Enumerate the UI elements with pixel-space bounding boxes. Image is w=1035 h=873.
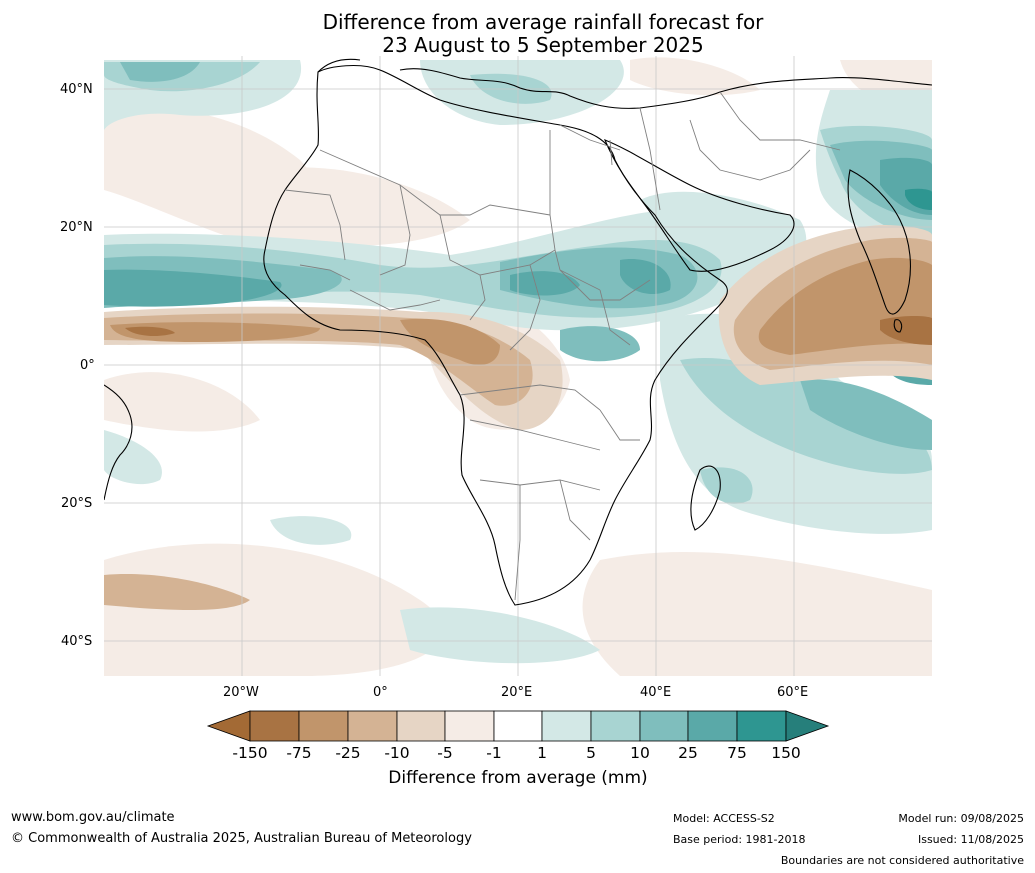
footer-model: Model: ACCESS-S2 bbox=[673, 812, 775, 825]
colorbar-tick: -1 bbox=[486, 744, 502, 762]
colorbar bbox=[206, 710, 830, 742]
footer-model-run: Model run: 09/08/2025 bbox=[898, 812, 1024, 825]
colorbar-tick: 5 bbox=[586, 744, 596, 762]
lon-label-20e: 20°E bbox=[501, 685, 533, 700]
lon-label-20w: 20°W bbox=[223, 685, 259, 700]
colorbar-tick: 150 bbox=[771, 744, 801, 762]
graticule bbox=[104, 56, 932, 676]
colorbar-tick: 1 bbox=[537, 744, 547, 762]
footer-copyright: © Commonwealth of Australia 2025, Austra… bbox=[11, 831, 472, 846]
colorbar-bin-5 bbox=[444, 710, 495, 742]
madagascar-coastline bbox=[690, 465, 721, 531]
coastlines bbox=[104, 58, 932, 606]
lat-label-0: 0° bbox=[80, 358, 95, 373]
lat-label-40n: 40°N bbox=[60, 82, 93, 97]
colorbar-bin-9 bbox=[639, 710, 689, 742]
colorbar-bin-10 bbox=[687, 710, 738, 742]
europe-coastline bbox=[317, 58, 932, 109]
colorbar-bin-4 bbox=[396, 710, 446, 742]
lat-label-20s: 20°S bbox=[61, 496, 93, 511]
colorbar-bin-7 bbox=[541, 710, 592, 742]
lon-label-60e: 60°E bbox=[777, 685, 809, 700]
colorbar-tick: -25 bbox=[335, 744, 361, 762]
rainfall-anomaly-field bbox=[104, 57, 932, 676]
colorbar-tick: 75 bbox=[727, 744, 747, 762]
colorbar-tick: -75 bbox=[286, 744, 312, 762]
map-title-line-2: 23 August to 5 September 2025 bbox=[382, 33, 704, 57]
colorbar-title: Difference from average (mm) bbox=[388, 768, 648, 788]
map-title-line-1: Difference from average rainfall forecas… bbox=[322, 10, 764, 34]
colorbar-low-arrow bbox=[206, 710, 251, 742]
south-america-coastline bbox=[104, 384, 133, 501]
colorbar-tick: -5 bbox=[437, 744, 453, 762]
colorbar-tick: 25 bbox=[678, 744, 698, 762]
footer-base-period: Base period: 1981-2018 bbox=[673, 833, 806, 846]
footer-issued: Issued: 11/08/2025 bbox=[917, 833, 1024, 846]
colorbar-bin-11 bbox=[736, 710, 787, 742]
lat-label-20n: 20°N bbox=[60, 220, 93, 235]
colorbar-bin-2 bbox=[298, 710, 349, 742]
colorbar-high-arrow bbox=[785, 710, 830, 742]
lat-label-40s: 40°S bbox=[61, 634, 93, 649]
colorbar-tick: 10 bbox=[630, 744, 650, 762]
colorbar-bin-6 bbox=[493, 710, 543, 742]
colorbar-bin-8 bbox=[590, 710, 641, 742]
lon-label-40e: 40°E bbox=[640, 685, 672, 700]
footer-disclaimer: Boundaries are not considered authoritat… bbox=[780, 854, 1024, 867]
arabia-coastline bbox=[604, 139, 795, 272]
footer-website: www.bom.gov.au/climate bbox=[11, 810, 175, 825]
africa-coastline bbox=[263, 65, 728, 606]
colorbar-tick: -150 bbox=[232, 744, 268, 762]
lon-label-0: 0° bbox=[373, 685, 388, 700]
colorbar-bin-1 bbox=[249, 710, 300, 742]
colorbar-tick: -10 bbox=[384, 744, 410, 762]
india-coastline bbox=[847, 169, 911, 315]
colorbar-bin-3 bbox=[347, 710, 398, 742]
country-borders bbox=[284, 91, 841, 601]
